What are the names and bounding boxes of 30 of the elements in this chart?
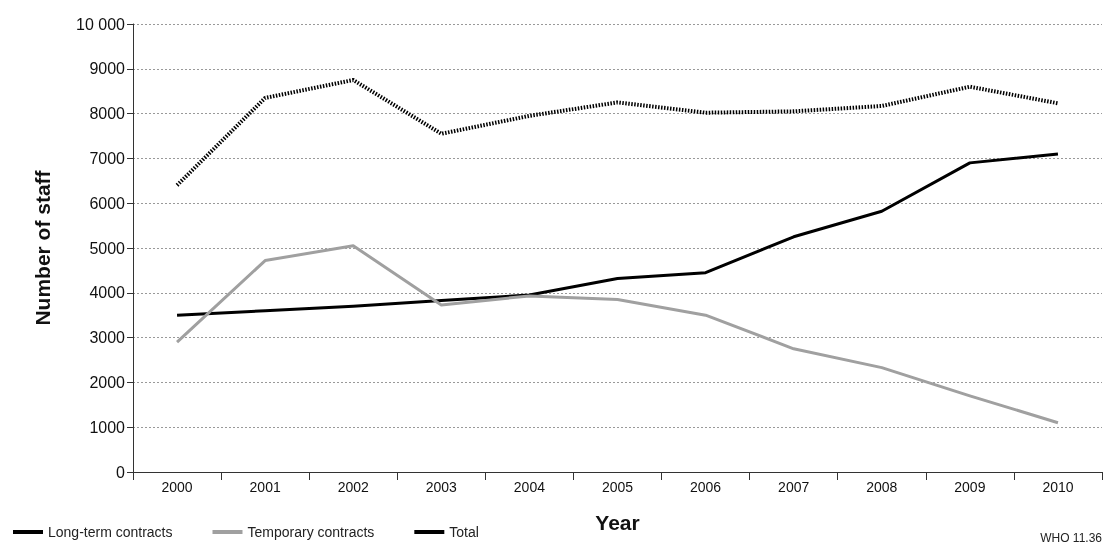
y-axis-title: Number of staff: [31, 169, 54, 326]
x-tick-label: 2009: [954, 479, 986, 495]
y-tick-label: 7000: [89, 149, 126, 167]
legend-label: Total: [449, 524, 479, 540]
legend-label: Long-term contracts: [48, 524, 173, 540]
line-series: [175, 152, 1060, 317]
x-tick-label: 2007: [778, 479, 810, 495]
y-tick-label: 8000: [89, 105, 126, 123]
x-tick-label: 2004: [513, 479, 546, 495]
y-tick-label: 2000: [89, 373, 126, 391]
y-tick-label: 4000: [89, 284, 126, 302]
legend-label: Temporary contracts: [247, 524, 375, 540]
y-tick-label: 9000: [89, 60, 126, 78]
x-tick-label: 2006: [690, 479, 722, 495]
y-tick-label: 6000: [89, 194, 126, 212]
x-tick-label: 2005: [601, 479, 634, 495]
x-tick-label: 2000: [161, 479, 193, 495]
y-tick-label: 5000: [89, 239, 126, 257]
y-tick-label: 1000: [89, 418, 126, 436]
line-series: [175, 78, 1060, 188]
x-tick-label: 2008: [866, 479, 898, 495]
y-tick-label: 10 000: [76, 15, 126, 33]
x-axis-title: Year: [595, 511, 640, 534]
y-tick-label: 3000: [89, 329, 126, 347]
x-tick-label: 2002: [337, 479, 370, 495]
x-tick-label: 2003: [425, 479, 458, 495]
x-tick-label: 2010: [1042, 479, 1074, 495]
y-tick-label: 0: [116, 463, 126, 481]
text: WHO 11.36: [1040, 531, 1103, 545]
x-tick-label: 2001: [249, 479, 281, 495]
